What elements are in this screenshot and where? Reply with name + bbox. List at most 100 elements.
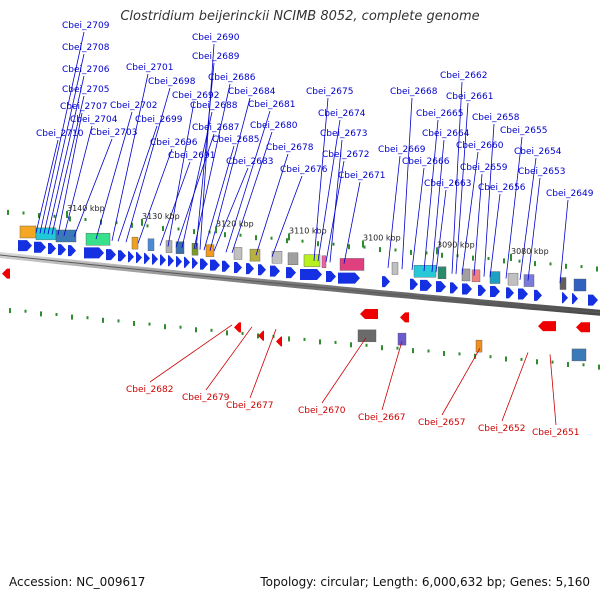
forward-gene-label: Cbei_2690 bbox=[192, 33, 240, 43]
forward-gene-label: Cbei_2705 bbox=[62, 85, 109, 95]
reverse-gene-label: Cbei_2677 bbox=[226, 401, 273, 411]
reverse-leader-line bbox=[249, 329, 277, 399]
forward-gene-arrow bbox=[168, 255, 174, 267]
reverse-gene-arrow bbox=[400, 312, 409, 323]
forward-gene-arrow bbox=[246, 263, 254, 275]
forward-leader-line bbox=[125, 87, 171, 243]
forward-gene-arrow bbox=[184, 256, 190, 268]
reverse-gene-arrow bbox=[276, 336, 282, 347]
forward-gene-arrow bbox=[200, 258, 208, 270]
forward-leader-line bbox=[111, 73, 149, 241]
forward-gene-label: Cbei_2654 bbox=[514, 147, 562, 157]
forward-gene-label: Cbei_2665 bbox=[416, 109, 463, 119]
protein-domain-box bbox=[249, 248, 261, 262]
forward-gene-arrow bbox=[128, 251, 134, 263]
forward-gene-label: Cbei_2684 bbox=[228, 87, 276, 97]
reverse-gene-label: Cbei_2679 bbox=[182, 393, 230, 403]
protein-domain-box bbox=[233, 247, 243, 260]
forward-leader-line bbox=[255, 153, 289, 256]
forward-leader-line bbox=[159, 161, 191, 246]
protein-domain-box bbox=[175, 241, 185, 254]
protein-domain-box bbox=[391, 262, 399, 275]
forward-leader-line bbox=[411, 167, 425, 271]
forward-leader-line bbox=[199, 43, 215, 250]
forward-leader-line bbox=[193, 83, 231, 250]
forward-leader-line bbox=[203, 145, 235, 251]
protein-domain-box bbox=[19, 225, 37, 239]
forward-gene-arrow bbox=[176, 256, 182, 268]
reverse-gene-arrow bbox=[538, 321, 556, 332]
reverse-leader-line bbox=[205, 326, 253, 391]
forward-gene-arrow bbox=[136, 252, 142, 264]
forward-leader-line bbox=[57, 112, 83, 236]
forward-leader-line bbox=[43, 53, 85, 234]
protein-domain-box bbox=[339, 258, 365, 271]
scale-label: 3140 kbp bbox=[67, 204, 105, 213]
forward-gene-arrow bbox=[420, 279, 432, 291]
forward-gene-arrow bbox=[300, 269, 322, 281]
forward-gene-arrow bbox=[258, 264, 266, 276]
protein-domain-box bbox=[437, 266, 447, 279]
reverse-domain-box bbox=[475, 339, 483, 353]
forward-gene-arrow bbox=[338, 272, 360, 284]
forward-leader-line bbox=[51, 95, 85, 235]
forward-gene-arrow bbox=[58, 244, 66, 256]
reverse-domain-box bbox=[357, 329, 377, 343]
forward-leader-line bbox=[387, 155, 401, 268]
forward-leader-line bbox=[435, 189, 447, 273]
protein-domain-box bbox=[131, 236, 139, 250]
reverse-gene-arrow bbox=[360, 309, 378, 320]
protein-domain-box bbox=[303, 254, 321, 267]
backbone-edge bbox=[0, 254, 600, 314]
forward-gene-label: Cbei_2686 bbox=[208, 73, 256, 83]
reverse-domain-box bbox=[571, 348, 587, 362]
forward-gene-label: Cbei_2683 bbox=[226, 157, 273, 167]
forward-gene-label: Cbei_2680 bbox=[250, 121, 298, 131]
forward-gene-arrow bbox=[286, 267, 296, 279]
forward-leader-line bbox=[63, 125, 93, 236]
forward-gene-label: Cbei_2687 bbox=[192, 123, 239, 133]
forward-gene-label: Cbei_2702 bbox=[110, 101, 157, 111]
forward-leader-line bbox=[423, 119, 439, 272]
reverse-gene-label: Cbei_2657 bbox=[418, 418, 465, 428]
forward-leader-line bbox=[137, 148, 173, 244]
protein-domain-box bbox=[85, 233, 111, 246]
forward-leader-line bbox=[489, 193, 501, 278]
scale-label: 3080 kbp bbox=[511, 247, 549, 256]
forward-gene-label: Cbei_2676 bbox=[280, 165, 328, 175]
reverse-gene-label: Cbei_2652 bbox=[478, 424, 525, 434]
scale-label: 3130 kbp bbox=[142, 212, 180, 221]
forward-gene-arrow bbox=[436, 281, 446, 293]
forward-leader-line bbox=[473, 173, 483, 276]
forward-gene-arrow bbox=[518, 288, 528, 300]
reverse-gene-label: Cbei_2667 bbox=[358, 413, 405, 423]
forward-gene-label: Cbei_2649 bbox=[546, 189, 594, 199]
forward-leader-line bbox=[231, 131, 273, 254]
forward-leader-line bbox=[317, 119, 341, 262]
forward-gene-arrow bbox=[152, 253, 158, 265]
forward-gene-arrow bbox=[270, 265, 280, 277]
forward-gene-arrow bbox=[490, 286, 500, 298]
forward-gene-label: Cbei_2689 bbox=[192, 52, 240, 62]
forward-gene-arrow bbox=[326, 270, 336, 282]
forward-gene-label: Cbei_2704 bbox=[70, 115, 118, 125]
scale-label: 3110 kbp bbox=[289, 226, 327, 235]
scale-label: 3100 kbp bbox=[363, 233, 401, 242]
protein-domain-box bbox=[507, 272, 519, 286]
forward-gene-arrow bbox=[192, 257, 198, 269]
forward-gene-label: Cbei_2664 bbox=[422, 129, 470, 139]
forward-gene-arrow bbox=[234, 261, 242, 273]
protein-domain-box bbox=[321, 255, 327, 268]
forward-gene-arrow bbox=[222, 260, 230, 272]
protein-domain-box bbox=[523, 274, 535, 287]
forward-leader-line bbox=[527, 177, 541, 281]
forward-gene-arrow bbox=[160, 254, 166, 266]
forward-gene-label: Cbei_2662 bbox=[440, 71, 487, 81]
forward-leader-line bbox=[181, 111, 213, 248]
forward-leader-line bbox=[117, 125, 158, 242]
forward-gene-arrow bbox=[534, 289, 542, 301]
forward-leader-line bbox=[271, 175, 303, 257]
forward-leader-line bbox=[519, 157, 537, 280]
reverse-gene-label: Cbei_2682 bbox=[126, 385, 173, 395]
forward-gene-label: Cbei_2668 bbox=[390, 87, 438, 97]
